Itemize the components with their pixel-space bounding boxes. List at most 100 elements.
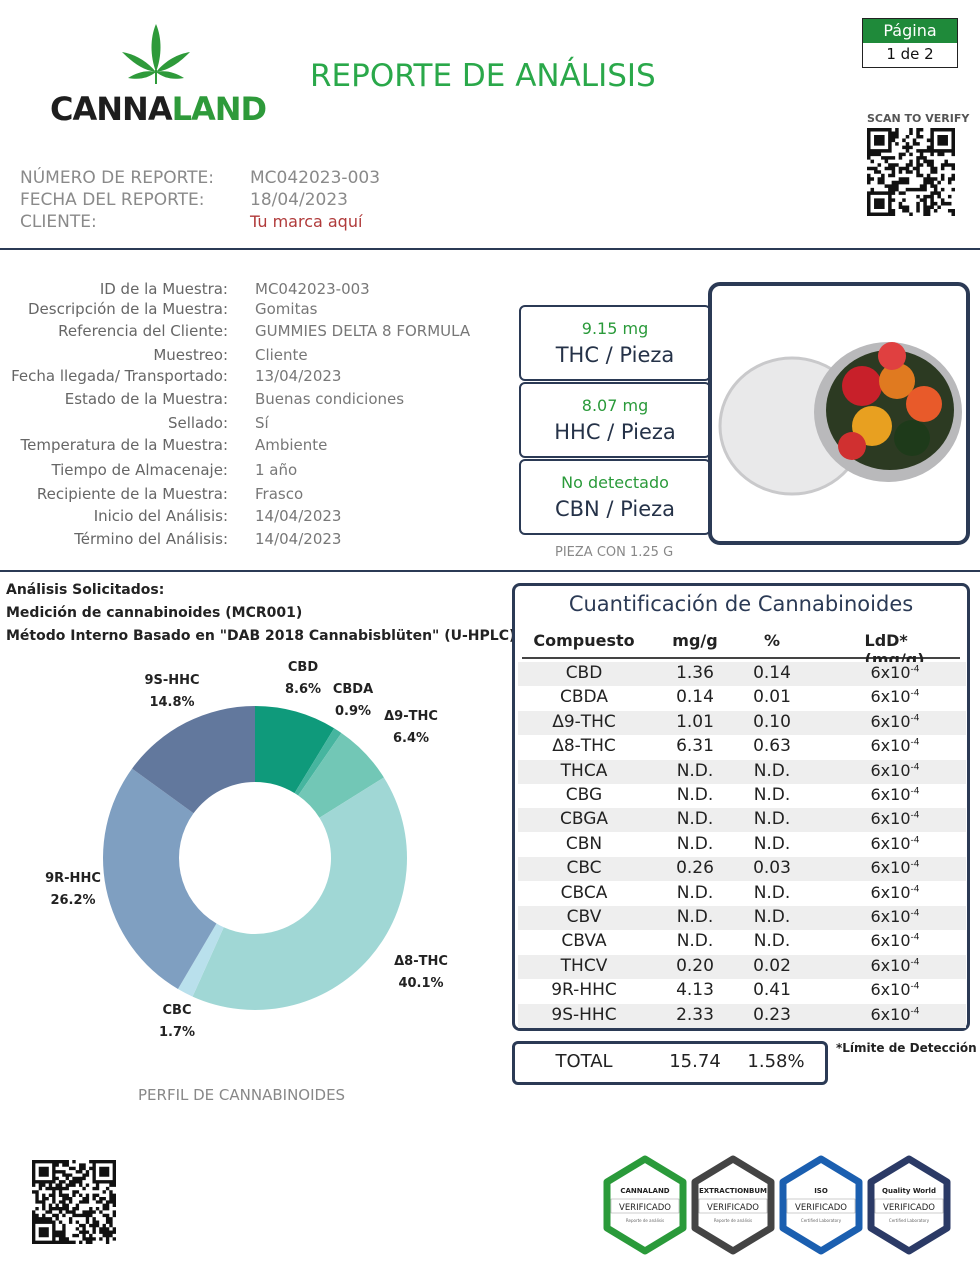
logo-dark: CANNA xyxy=(50,90,173,128)
table-cell: 0.23 xyxy=(753,1004,791,1025)
row-shade xyxy=(518,808,966,833)
sample-label: Estado de la Muestra: xyxy=(64,390,228,408)
divider xyxy=(0,248,980,250)
slice-label: Δ8-THC xyxy=(394,954,448,969)
photo-illustration xyxy=(718,342,962,496)
divider xyxy=(0,570,980,572)
badge-band xyxy=(610,1198,680,1214)
ldd-cell: 6x10-4 xyxy=(871,761,920,780)
row-shade xyxy=(518,857,966,882)
table-cell: 9S-HHC xyxy=(551,1004,617,1025)
sample-label: Recipiente de la Muestra: xyxy=(36,485,228,503)
slice-label: 9R-HHC xyxy=(45,871,101,886)
table-cell: CBV xyxy=(566,907,602,927)
badge-band xyxy=(786,1198,856,1214)
sample-value: 14/04/2023 xyxy=(255,530,342,548)
ldd-base: 6x10 xyxy=(870,760,911,780)
table-cell: 0.20 xyxy=(676,955,714,976)
slice-label: CBDA xyxy=(333,682,373,697)
ldd-base: 6x10 xyxy=(870,687,911,707)
ldd-exp: -4 xyxy=(910,762,920,773)
ldd-base: 6x10 xyxy=(870,1004,911,1024)
badge-sub: Reporte de análisis xyxy=(626,1218,664,1223)
total-pct: 1.58% xyxy=(747,1051,805,1072)
ldd-exp: -4 xyxy=(910,689,920,700)
table-cell: CBN xyxy=(565,833,603,854)
report-value: 18/04/2023 xyxy=(250,190,348,210)
badge-status: VERIFICADO xyxy=(619,1203,671,1213)
table-cell: 1.01 xyxy=(676,711,714,732)
slice-value: 40.1% xyxy=(398,976,443,991)
ldd-base: 6x10 xyxy=(870,736,911,756)
table-cell: CBD xyxy=(565,663,603,683)
result-box: 8.07 mg HHC / Pieza xyxy=(519,382,711,458)
sample-label: Descripción de la Muestra: xyxy=(28,300,228,318)
ldd-cell: 6x10-4 xyxy=(871,956,920,975)
table-cell: 0.41 xyxy=(753,980,791,1001)
sample-value: Gomitas xyxy=(255,300,318,318)
qr-code xyxy=(32,1160,116,1244)
table-cell: N.D. xyxy=(753,760,791,781)
ldd-exp: -4 xyxy=(910,664,920,675)
table-cell: CBGA xyxy=(559,809,609,830)
ldd-base: 6x10 xyxy=(870,907,911,926)
result-amount: 9.15 mg xyxy=(581,319,649,338)
slice-label: Δ9-THC xyxy=(384,709,438,724)
badge-band xyxy=(874,1198,944,1214)
badge-brand: CANNALAND xyxy=(620,1187,669,1195)
ldd-cell: 6x10-4 xyxy=(871,980,920,999)
row-shade xyxy=(518,710,966,735)
column-header: % xyxy=(763,631,781,650)
ldd-exp: -4 xyxy=(910,811,920,822)
table-cell: 0.14 xyxy=(753,663,791,683)
sample-label: Sellado: xyxy=(167,414,228,432)
analysis-line: Análisis Solicitados: xyxy=(6,582,165,598)
ldd-exp: -4 xyxy=(910,933,920,944)
sample-value: 13/04/2023 xyxy=(255,367,342,385)
ldd-cell: 6x10-4 xyxy=(871,1005,920,1024)
qr-top xyxy=(867,128,955,216)
donut-slice xyxy=(294,728,342,796)
slice-label: CBD xyxy=(288,660,318,675)
sample-label: Muestreo: xyxy=(153,346,228,364)
table-cell: N.D. xyxy=(753,833,791,854)
sample-value: Frasco xyxy=(255,485,304,503)
report-title: REPORTE DE ANÁLISIS xyxy=(310,58,656,94)
donut-slice xyxy=(298,732,384,818)
ldd-cell: 6x10-4 xyxy=(871,809,920,828)
table-cell: CBC xyxy=(566,858,602,879)
donut-slice xyxy=(192,777,408,1010)
table-cell: 0.01 xyxy=(753,687,791,708)
total-mg: 15.74 xyxy=(669,1051,721,1072)
ldd-base: 6x10 xyxy=(870,931,911,951)
table-title: Cuantificación de Cannabinoides xyxy=(568,592,914,616)
sample-label: Tiempo de Almacenaje: xyxy=(51,461,228,479)
donut-slice xyxy=(132,706,255,814)
sample-value: Ambiente xyxy=(255,436,328,454)
ldd-cell: 6x10-4 xyxy=(871,712,920,731)
ldd-base: 6x10 xyxy=(870,809,911,829)
sample-value: Cliente xyxy=(255,346,308,364)
footnote: *Límite de Detección xyxy=(836,1041,977,1055)
ldd-cell: 6x10-4 xyxy=(871,858,920,877)
donut-slice xyxy=(255,706,335,794)
slice-label: 9S-HHC xyxy=(144,673,199,688)
table-cell: CBVA xyxy=(561,931,607,952)
ldd-exp: -4 xyxy=(910,908,920,919)
page-number: 1 de 2 xyxy=(886,45,934,63)
result-box: 9.15 mg THC / Pieza xyxy=(519,305,711,381)
donut-slice xyxy=(103,768,217,990)
slice-value: 0.9% xyxy=(335,704,371,719)
badge-status: VERIFICADO xyxy=(883,1203,935,1213)
total-label: TOTAL xyxy=(555,1051,613,1072)
table-cell: N.D. xyxy=(676,907,714,927)
result-amount: 8.07 mg xyxy=(581,396,649,415)
ldd-cell: 6x10-4 xyxy=(871,736,920,755)
badge-status: VERIFICADO xyxy=(707,1203,759,1213)
analysis-line: Medición de cannabinoides (MCR001) xyxy=(6,605,303,621)
sample-label: Referencia del Cliente: xyxy=(58,322,228,340)
ldd-exp: -4 xyxy=(910,713,920,724)
logo-leaf xyxy=(122,24,190,84)
table-box xyxy=(512,583,970,1031)
column-header: mg/g xyxy=(672,631,718,650)
